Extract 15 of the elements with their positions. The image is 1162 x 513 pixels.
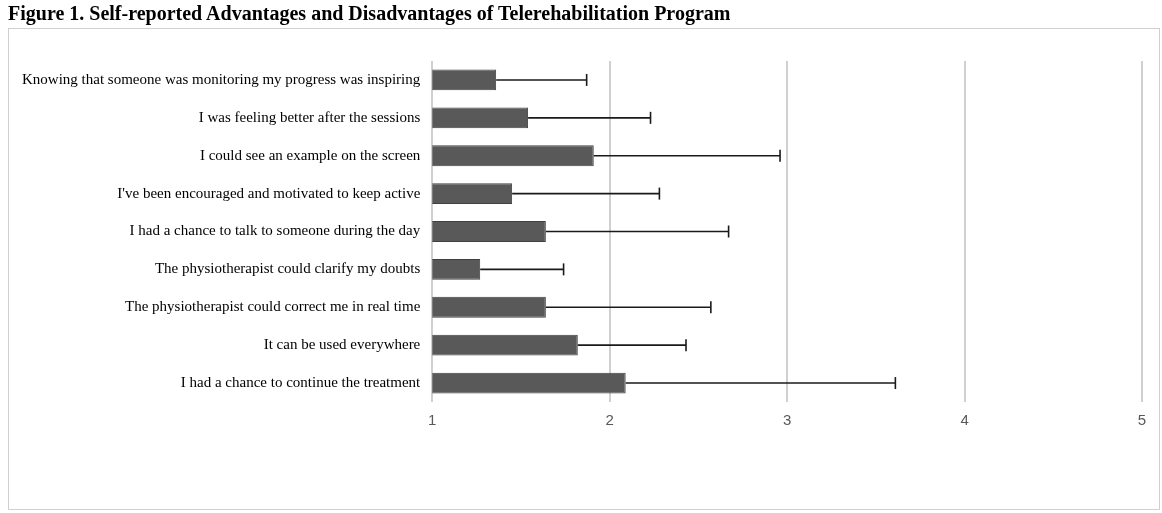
x-tick-label: 2: [605, 411, 614, 429]
x-tick-label: 4: [960, 411, 969, 429]
y-tick-label: Knowing that someone was monitoring my progress was inspiring: [21, 70, 421, 87]
y-tick-label: I could see an example on the screen: [199, 146, 421, 163]
x-tick-label: 1: [428, 411, 437, 429]
y-tick-label: I've been encouraged and motivated to keep active: [117, 184, 421, 201]
y-tick-label: It can be used everywhere: [263, 336, 421, 353]
y-tick-label: The physiotherapist could correct me in real time: [124, 298, 421, 315]
x-tick-label: 5: [1137, 411, 1147, 429]
chart-title: Figure 1. Self-reported Advantages and Disadvantages of Telerehabilitation Program: [8, 2, 732, 26]
y-tick-label: The physiotherapist could clarify my doubts: [154, 260, 421, 277]
y-tick-label: I was feeling better after the sessions: [198, 108, 421, 125]
y-tick-label: I had a chance to continue the treatment: [180, 373, 422, 390]
y-tick-label: I had a chance to talk to someone during the day: [129, 222, 421, 239]
x-tick-label: 3: [782, 411, 792, 429]
